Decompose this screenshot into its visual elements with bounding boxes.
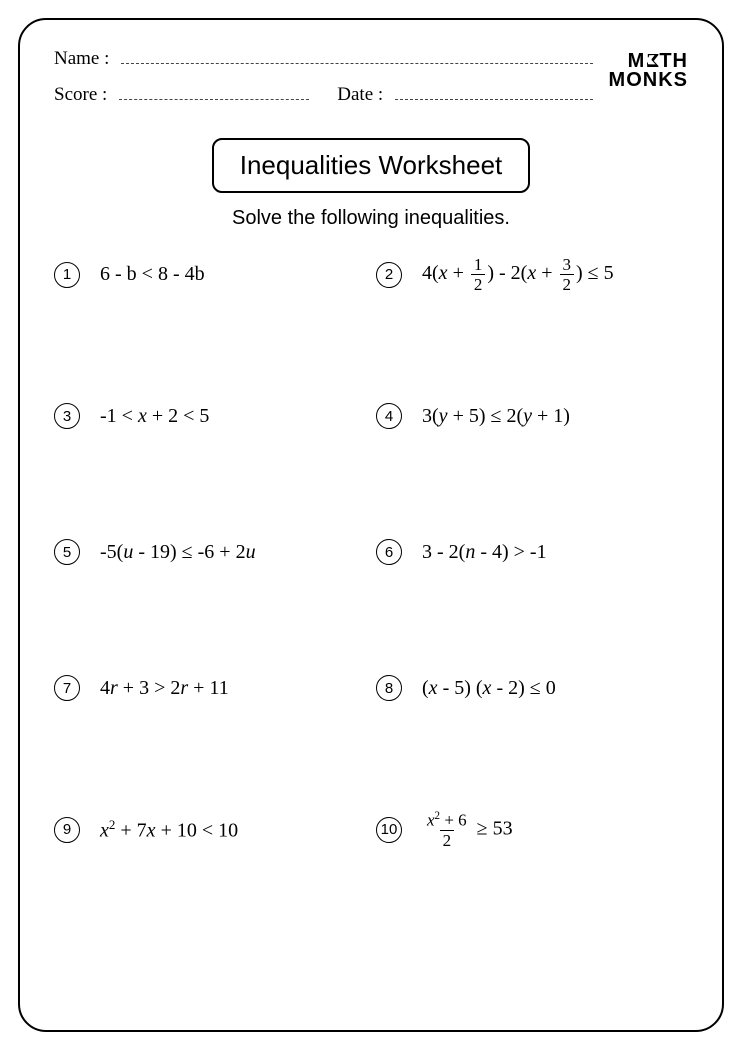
- var: x: [427, 811, 435, 830]
- t: - 2) ≤ 0: [491, 677, 555, 699]
- t: +: [536, 262, 557, 284]
- var: x: [527, 262, 536, 284]
- date-label: Date :: [337, 84, 383, 106]
- worksheet-page: Name : Score : Date : MΣTH MONKS Inequ: [18, 18, 724, 1032]
- var: x: [147, 820, 156, 842]
- problem-expression: 3 - 2(n - 4) > -1: [422, 541, 547, 564]
- header: Name : Score : Date : MΣTH MONKS: [54, 48, 688, 120]
- name-label: Name :: [54, 48, 109, 70]
- problem-number: 9: [54, 817, 80, 843]
- t: ) - 2(: [487, 262, 527, 284]
- numer: 3: [560, 256, 575, 274]
- problem-number: 6: [376, 539, 402, 565]
- numer: x2 + 6: [424, 811, 470, 830]
- score-date-row: Score : Date :: [54, 84, 593, 106]
- name-line[interactable]: [121, 50, 592, 64]
- score-label: Score :: [54, 84, 107, 106]
- problem-number: 3: [54, 403, 80, 429]
- date-line[interactable]: [395, 86, 592, 100]
- numer: 1: [471, 256, 486, 274]
- fraction: 32: [560, 256, 575, 293]
- var: u: [246, 541, 256, 563]
- t: + 2 < 5: [147, 405, 210, 427]
- title-wrap: Inequalities Worksheet: [54, 138, 688, 193]
- problem-6: 6 3 - 2(n - 4) > -1: [376, 539, 688, 565]
- t: + 1): [532, 405, 570, 427]
- problem-expression: 4r + 3 > 2r + 11: [100, 677, 229, 700]
- score-field: Score :: [54, 84, 309, 106]
- denom: 2: [471, 274, 486, 293]
- var: x: [439, 262, 448, 284]
- problem-number: 4: [376, 403, 402, 429]
- var: x: [429, 677, 438, 699]
- problems-grid: 1 6 - b < 8 - 4b 2 4(x + 12) - 2(x + 32)…: [54, 256, 688, 849]
- problem-10: 10 x2 + 6 2 ≥ 53: [376, 811, 688, 849]
- problem-4: 4 3(y + 5) ≤ 2(y + 1): [376, 403, 688, 429]
- problem-3: 3 -1 < x + 2 < 5: [54, 403, 366, 429]
- t: 4(: [422, 262, 439, 284]
- t: 4: [100, 677, 110, 699]
- score-line[interactable]: [119, 86, 309, 100]
- t: +: [448, 262, 469, 284]
- var: x: [100, 820, 109, 842]
- problem-expression: -1 < x + 2 < 5: [100, 405, 209, 428]
- problem-expression: 6 - b < 8 - 4b: [100, 263, 205, 286]
- brand-logo: MΣTH MONKS: [609, 52, 688, 90]
- t: -1 <: [100, 405, 138, 427]
- t: ≥ 53: [472, 817, 513, 839]
- var: u: [123, 541, 133, 563]
- problem-expression: x2 + 7x + 10 < 10: [100, 817, 238, 843]
- worksheet-subtitle: Solve the following inequalities.: [54, 207, 688, 230]
- name-row: Name :: [54, 48, 593, 70]
- var: n: [465, 541, 475, 563]
- t: -5(: [100, 541, 123, 563]
- denom: 2: [440, 830, 455, 849]
- problem-7: 7 4r + 3 > 2r + 11: [54, 675, 366, 701]
- t: 3(: [422, 405, 439, 427]
- problem-5: 5 -5(u - 19) ≤ -6 + 2u: [54, 539, 366, 565]
- sigma-icon: Σ: [645, 52, 659, 71]
- t: (: [422, 677, 429, 699]
- logo-line2: MONKS: [609, 71, 688, 90]
- t: + 6: [440, 811, 467, 830]
- var: x: [138, 405, 147, 427]
- var: r: [180, 677, 188, 699]
- problem-expression: 4(x + 12) - 2(x + 32) ≤ 5: [422, 256, 614, 293]
- worksheet-title: Inequalities Worksheet: [212, 138, 531, 193]
- problem-number: 2: [376, 262, 402, 288]
- var: y: [439, 405, 448, 427]
- problem-expression: -5(u - 19) ≤ -6 + 2u: [100, 541, 256, 564]
- t: 3 - 2(: [422, 541, 465, 563]
- header-fields: Name : Score : Date :: [54, 48, 593, 120]
- t: + 11: [188, 677, 229, 699]
- denom: 2: [560, 274, 575, 293]
- t: ) ≤ 5: [576, 262, 614, 284]
- problem-8: 8 (x - 5) (x - 2) ≤ 0: [376, 675, 688, 701]
- fraction: 12: [471, 256, 486, 293]
- t: - 4) > -1: [475, 541, 546, 563]
- problem-9: 9 x2 + 7x + 10 < 10: [54, 811, 366, 849]
- date-field: Date :: [337, 84, 592, 106]
- problem-number: 10: [376, 817, 402, 843]
- problem-number: 7: [54, 675, 80, 701]
- problem-number: 8: [376, 675, 402, 701]
- problem-expression: 3(y + 5) ≤ 2(y + 1): [422, 405, 570, 428]
- problem-number: 5: [54, 539, 80, 565]
- t: - 5) (: [438, 677, 483, 699]
- problem-number: 1: [54, 262, 80, 288]
- var: r: [110, 677, 118, 699]
- problem-1: 1 6 - b < 8 - 4b: [54, 256, 366, 293]
- t: + 10 < 10: [156, 820, 239, 842]
- t: + 7: [115, 820, 146, 842]
- var: y: [523, 405, 532, 427]
- t: + 5) ≤ 2(: [448, 405, 524, 427]
- problem-expression: x2 + 6 2 ≥ 53: [422, 811, 513, 849]
- fraction: x2 + 6 2: [424, 811, 470, 849]
- t: - 19) ≤ -6 + 2: [133, 541, 245, 563]
- t: + 3 > 2: [118, 677, 181, 699]
- problem-expression: (x - 5) (x - 2) ≤ 0: [422, 677, 556, 700]
- problem-2: 2 4(x + 12) - 2(x + 32) ≤ 5: [376, 256, 688, 293]
